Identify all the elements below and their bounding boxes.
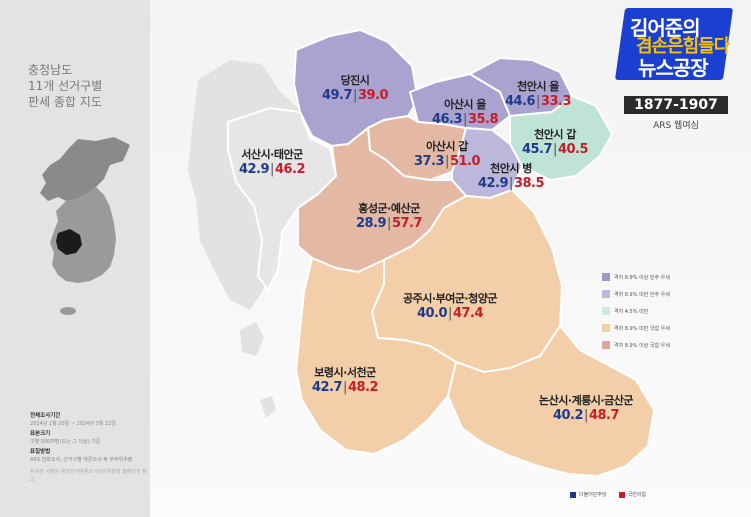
region-seosan-taean [227,106,338,292]
survey-note: 자세한 사항은 중앙선거여론조사심의위원회 홈페이지 참고 [30,469,147,483]
district-name: 공주시·부여군·청양군 [403,292,497,305]
district-name: 천안시 병 [490,162,532,175]
legend-swatch [602,341,610,349]
south-korea-shape [50,187,116,283]
legend-item: 격차 8.9% 미만 민주 우세 [602,287,702,301]
sidebar: 충청남도 11개 선거구별 판세 종합 지도 전체조사기간 2024년 1월 2… [0,0,150,517]
ppp-value: 57.7 [391,216,423,231]
district-label-cheonan-eul: 천안시 을 44.6|33.3 [488,78,588,109]
legend-swatch [602,307,610,315]
ppp-value: 47.4 [452,306,484,321]
ppp-value: 39.0 [357,88,389,103]
north-korea-shape [40,137,130,201]
district-label-seosan-taean: 서산시·태안군 42.9|46.2 [222,146,322,177]
legend-label: 격차 8.9% 미만 민주 우세 [614,291,670,298]
legend-label: 격차 8.9% 미만 국힘 우세 [614,325,670,332]
jeju-island [60,307,76,315]
ars-code: 1877-1907 [624,96,728,114]
sample-value: 구별 500여명(또는 그 이상) 기준 [30,439,101,445]
ppp-value: 48.2 [347,380,379,395]
period-label: 전체조사기간 [30,413,61,419]
legend-label: 격차 8.9% 이상 국힘 우세 [614,342,670,349]
district-label-dangjin: 당진시 49.7|39.0 [310,72,400,103]
dem-value: 49.7 [321,88,353,103]
dem-value: 44.6 [504,94,536,109]
title-line-3: 판세 종합 지도 [28,95,102,109]
title-line-2: 11개 선거구별 [28,79,103,93]
ppp-value: 35.8 [467,112,499,127]
period-value: 2024년 1월 20일 ~ 2024년 3월 22일 [30,421,116,427]
dem-value: 37.3 [413,154,445,169]
district-label-asan-gap: 아산시 갑 37.3|51.0 [402,138,492,169]
legend-item: 격차 8.9% 미만 국힘 우세 [602,321,702,335]
ppp-value: 48.7 [588,408,620,423]
district-name: 서산시·태안군 [241,148,303,161]
island-1 [240,322,264,356]
logo-line-3: 뉴스공장 [638,56,709,80]
district-label-cheonan-byeong: 천안시 병 42.9|38.5 [466,160,556,191]
district-label-cheonan-gap: 천안시 갑 45.7|40.5 [510,126,600,157]
party-legend: 더불어민주당 국민의힘 [570,491,658,498]
district-name: 천안시 갑 [534,128,576,141]
dem-value: 42.7 [311,380,343,395]
map-title: 충청남도 11개 선거구별 판세 종합 지도 [28,62,138,110]
ppp-value: 33.3 [540,94,572,109]
ppp-value: 38.5 [513,176,545,191]
district-label-nonsan-gyeryong-geumsan: 논산시·계룡시·금산군 40.2|48.7 [516,392,656,423]
chungnam-map [188,28,656,478]
dem-value: 40.2 [552,408,584,423]
legend-item: 격차 4.5% 미만 [602,304,702,318]
dem-value: 46.3 [431,112,463,127]
ppp-swatch [618,491,625,498]
ppp-value: 46.2 [274,162,306,177]
dem-value: 40.0 [416,306,448,321]
survey-info: 전체조사기간 2024년 1월 20일 ~ 2024년 3월 22일 표본크기 … [30,410,148,484]
district-name: 논산시·계룡시·금산군 [539,394,633,407]
district-name: 보령시·서천군 [314,366,376,379]
dem-party-label: 더불어민주당 [579,492,607,498]
legend-item: 격차 8.9% 이상 국힘 우세 [602,338,702,352]
district-name: 당진시 [340,74,370,87]
logo-line-2: 겸손은힘들다 [636,36,730,57]
legend-swatch [602,273,610,281]
legend-swatch [602,324,610,332]
ars-label: ARS 웹여심 [653,121,699,131]
logo-line-1: 김어준의 [630,16,701,40]
region-nonsan-gyeryong-geumsan [446,324,656,478]
chungnam-highlight [56,229,82,255]
ppp-party-label: 국민의힘 [627,492,647,498]
district-name: 천안시 을 [517,80,559,93]
legend-label: 격차 4.5% 미만 [614,308,649,315]
dem-value: 45.7 [521,142,553,157]
show-logo: 김어준의 겸손은힘들다 뉴스공장 [614,8,734,80]
ppp-value: 51.0 [449,154,481,169]
legend-swatch [602,290,610,298]
method-label: 표집방법 [30,449,51,455]
dem-value: 42.9 [238,162,270,177]
district-label-gongju-buyeo-cheongyang: 공주시·부여군·청양군 40.0|47.4 [380,290,520,321]
district-name: 아산시 갑 [426,140,468,153]
legend-label: 격차 8.9% 이상 민주 우세 [614,274,670,281]
title-line-1: 충청남도 [28,63,73,77]
dem-value: 28.9 [355,216,387,231]
dem-swatch [570,491,576,498]
district-label-hongseong-yesan: 홍성군·예산군 28.9|57.7 [334,200,444,231]
ppp-value: 40.5 [557,142,589,157]
island-2 [260,396,276,418]
korea-inset-map [40,137,130,315]
district-name: 아산시 을 [444,98,486,111]
sample-label: 표본크기 [30,431,51,437]
method-value: ARS 전화조사, 선거구별 여론조사 후 무작위추출 [30,457,133,463]
district-label-asan-eul: 아산시 을 46.3|35.8 [420,96,510,127]
dem-value: 42.9 [477,176,509,191]
district-name: 홍성군·예산군 [358,202,420,215]
map-legend: 격차 8.9% 이상 민주 우세 격차 8.9% 미만 민주 우세 격차 4.5… [602,270,702,355]
legend-item: 격차 8.9% 이상 민주 우세 [602,270,702,284]
district-label-boryeong-seocheon: 보령시·서천군 42.7|48.2 [290,364,400,395]
